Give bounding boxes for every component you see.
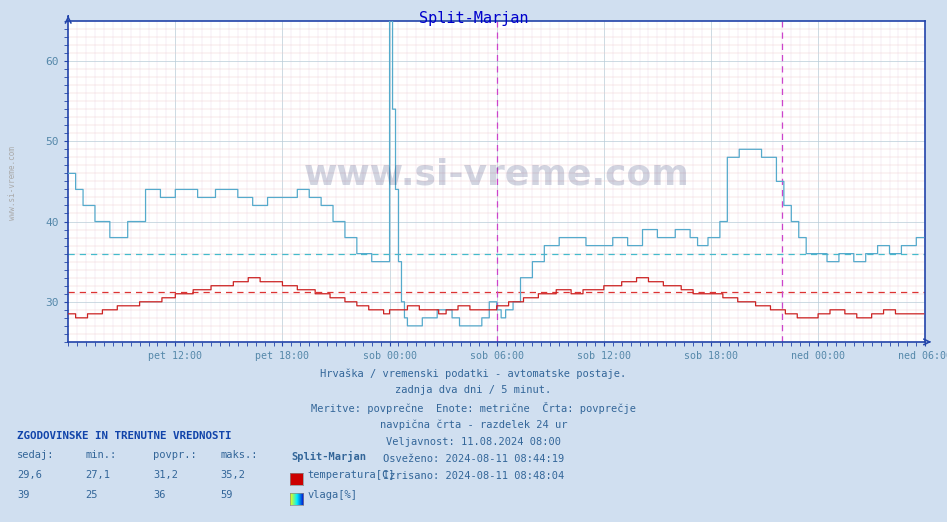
Text: www.si-vreme.com: www.si-vreme.com <box>8 146 17 220</box>
Text: ZGODOVINSKE IN TRENUTNE VREDNOSTI: ZGODOVINSKE IN TRENUTNE VREDNOSTI <box>17 431 232 441</box>
Text: sob 12:00: sob 12:00 <box>577 351 631 361</box>
Text: navpična črta - razdelek 24 ur: navpična črta - razdelek 24 ur <box>380 420 567 430</box>
Text: pet 12:00: pet 12:00 <box>149 351 203 361</box>
Text: 29,6: 29,6 <box>17 470 42 480</box>
Text: 59: 59 <box>221 490 233 500</box>
Text: Meritve: povprečne  Enote: metrične  Črta: povprečje: Meritve: povprečne Enote: metrične Črta:… <box>311 402 636 414</box>
Text: ned 00:00: ned 00:00 <box>791 351 845 361</box>
Text: Veljavnost: 11.08.2024 08:00: Veljavnost: 11.08.2024 08:00 <box>386 437 561 447</box>
Text: povpr.:: povpr.: <box>153 450 197 460</box>
Text: ned 06:00: ned 06:00 <box>898 351 947 361</box>
Text: Split-Marjan: Split-Marjan <box>292 450 366 461</box>
Text: pet 18:00: pet 18:00 <box>256 351 310 361</box>
Text: 35,2: 35,2 <box>221 470 245 480</box>
Text: www.si-vreme.com: www.si-vreme.com <box>304 158 689 192</box>
Text: Izrisano: 2024-08-11 08:48:04: Izrisano: 2024-08-11 08:48:04 <box>383 471 564 481</box>
Text: vlaga[%]: vlaga[%] <box>308 490 358 500</box>
Text: temperatura[C]: temperatura[C] <box>308 470 395 480</box>
Text: Hrvaška / vremenski podatki - avtomatske postaje.: Hrvaška / vremenski podatki - avtomatske… <box>320 368 627 378</box>
Text: sedaj:: sedaj: <box>17 450 55 460</box>
Text: sob 06:00: sob 06:00 <box>470 351 524 361</box>
Text: Split-Marjan: Split-Marjan <box>419 11 528 27</box>
Text: 25: 25 <box>85 490 98 500</box>
Text: 36: 36 <box>153 490 166 500</box>
Text: zadnja dva dni / 5 minut.: zadnja dva dni / 5 minut. <box>396 385 551 395</box>
Text: Osveženo: 2024-08-11 08:44:19: Osveženo: 2024-08-11 08:44:19 <box>383 454 564 464</box>
Text: maks.:: maks.: <box>221 450 259 460</box>
Text: 39: 39 <box>17 490 29 500</box>
Text: sob 18:00: sob 18:00 <box>684 351 738 361</box>
Text: 27,1: 27,1 <box>85 470 110 480</box>
Text: 31,2: 31,2 <box>153 470 178 480</box>
Text: min.:: min.: <box>85 450 116 460</box>
Text: sob 00:00: sob 00:00 <box>363 351 417 361</box>
